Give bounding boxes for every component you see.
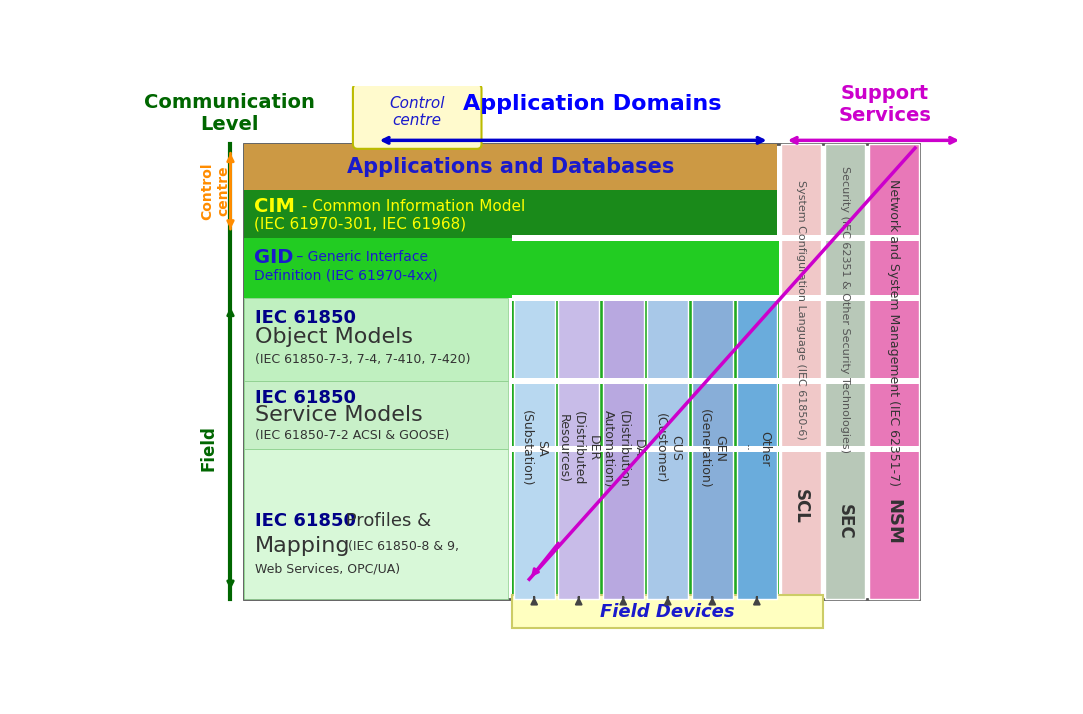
Bar (511, 446, 780, 452)
Text: SEC: SEC (836, 503, 853, 539)
Text: DER
(Distributed
Resources): DER (Distributed Resources) (558, 411, 600, 486)
Bar (245, 144, 778, 191)
Bar (692, 298, 733, 598)
Text: Control
centre: Control centre (389, 96, 445, 128)
Bar (513, 298, 554, 598)
Bar (511, 238, 780, 298)
Bar (781, 295, 918, 301)
Text: IEC 61850: IEC 61850 (256, 388, 356, 406)
Text: Network and System Management (IEC 62351-7): Network and System Management (IEC 62351… (887, 179, 900, 486)
Bar (781, 235, 918, 241)
Bar (245, 191, 778, 238)
Bar (245, 238, 778, 298)
Text: Object Models: Object Models (256, 328, 413, 348)
Text: GID: GID (253, 248, 293, 267)
Bar (511, 595, 823, 628)
Text: Profiles &: Profiles & (340, 513, 431, 531)
Text: – Generic Interface: – Generic Interface (292, 251, 428, 264)
Text: (IEC 61850-7-3, 7-4, 7-410, 7-420): (IEC 61850-7-3, 7-4, 7-410, 7-420) (256, 353, 471, 366)
Text: DA
(Distribution
Automation): DA (Distribution Automation) (602, 410, 644, 487)
Text: (IEC 61970-301, IEC 61968): (IEC 61970-301, IEC 61968) (253, 216, 466, 231)
Bar (245, 298, 508, 598)
Bar (559, 298, 599, 598)
Bar (245, 144, 918, 598)
FancyBboxPatch shape (353, 84, 482, 149)
Text: IEC 61850: IEC 61850 (256, 513, 356, 531)
Text: Application Domains: Application Domains (464, 94, 721, 114)
Text: Web Services, OPC/UA): Web Services, OPC/UA) (256, 563, 401, 575)
Text: Applications and Databases: Applications and Databases (347, 157, 675, 177)
Bar (781, 446, 918, 452)
Text: Definition (IEC 61970-4xx): Definition (IEC 61970-4xx) (253, 269, 438, 283)
Text: System Configuration Language (IEC 61850-6): System Configuration Language (IEC 61850… (796, 180, 806, 440)
Bar (781, 144, 821, 598)
Text: Field Devices: Field Devices (600, 603, 734, 620)
Text: Other
..: Other .. (743, 431, 771, 466)
Bar (781, 378, 918, 384)
Text: Control
centre: Control centre (200, 162, 231, 220)
Text: CUS
(Customer): CUS (Customer) (654, 413, 682, 483)
Text: Service Models: Service Models (256, 406, 422, 426)
Bar (603, 298, 643, 598)
Bar (736, 298, 778, 598)
Text: SA
(Substation): SA (Substation) (520, 410, 548, 487)
Bar (511, 298, 780, 598)
Text: CIM: CIM (253, 197, 295, 216)
Bar (511, 235, 780, 241)
Text: SCL: SCL (792, 488, 810, 523)
Text: - Common Information Model: - Common Information Model (297, 199, 525, 214)
Text: (IEC 61850-7-2 ACSI & GOOSE): (IEC 61850-7-2 ACSI & GOOSE) (256, 429, 449, 442)
Bar (511, 378, 780, 384)
Bar (869, 144, 918, 598)
Bar (648, 298, 688, 598)
Bar (245, 449, 508, 598)
Text: GEN
(Generation): GEN (Generation) (699, 408, 727, 488)
Text: Support
Services: Support Services (838, 84, 931, 125)
Text: NSM: NSM (885, 498, 902, 545)
Bar (245, 298, 508, 381)
Text: Mapping: Mapping (256, 536, 351, 556)
Bar (511, 295, 780, 301)
Text: (IEC 61850-8 & 9,: (IEC 61850-8 & 9, (348, 540, 458, 553)
Text: Field: Field (200, 426, 218, 471)
Text: IEC 61850: IEC 61850 (256, 309, 356, 327)
Text: Communication
Level: Communication Level (144, 94, 315, 134)
Text: Security (IEC 62351 & Other Security Technologies): Security (IEC 62351 & Other Security Tec… (840, 166, 850, 453)
Bar (825, 144, 865, 598)
Bar (245, 381, 508, 449)
